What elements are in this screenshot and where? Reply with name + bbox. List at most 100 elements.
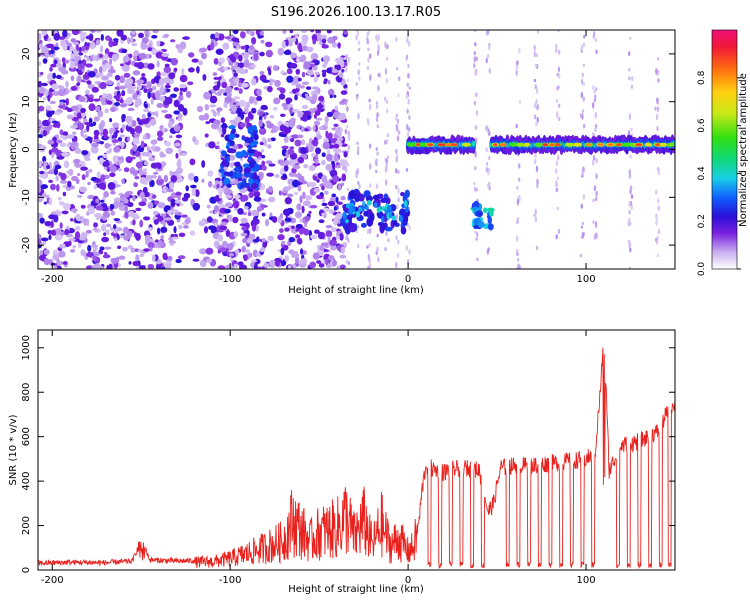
heatmap-cell [616,143,622,147]
heatmap-cell [110,190,116,195]
heatmap-cell [332,148,337,152]
heatmap-cell [206,258,213,264]
heatmap-cell [327,79,331,85]
heatmap-cell [256,95,263,102]
heatmap-cell [170,57,179,66]
heatmap-cell [274,173,280,179]
heatmap-cell [280,247,285,256]
heatmap-cell [472,206,479,211]
heatmap-cell [86,55,90,62]
heatmap-cell [116,30,124,37]
heatmap-cell [657,205,660,211]
y-tick-label: 600 [21,427,32,446]
heatmap-cell [230,148,237,154]
heatmap-cell [314,229,320,234]
heatmap-cell [298,228,304,235]
heatmap-cell [356,150,360,156]
heatmap-cell [213,205,220,213]
heatmap-cell [269,115,274,119]
heatmap-cell [233,96,241,100]
heatmap-cell [312,38,317,45]
heatmap-cell [655,189,658,195]
heatmap-cell [120,34,128,41]
heatmap-cell [65,98,69,106]
heatmap-cell [174,200,182,204]
heatmap-cell [324,115,329,123]
heatmap-cell [303,128,309,132]
heatmap-cell [182,36,190,40]
heatmap-cell [121,64,130,72]
heatmap-cell [98,66,103,74]
heatmap-cell [332,175,340,183]
heatmap-cell [174,142,181,147]
heatmap-cell [323,80,327,85]
heatmap-cell [52,120,59,124]
heatmap-cell [47,94,51,102]
heatmap-cell [40,184,49,190]
heatmap-cell [196,65,200,74]
heatmap-cell [216,145,220,150]
heatmap-cell [267,137,272,143]
heatmap-cell [347,162,350,167]
heatmap-cell [137,84,142,90]
heatmap-cell [164,113,173,119]
heatmap-cell [286,68,293,75]
heatmap-cell [59,142,67,147]
heatmap-cell [667,142,675,147]
heatmap-cell [261,160,266,167]
heatmap-cell [73,112,78,116]
heatmap-cell [198,114,206,121]
heatmap-cell [116,234,120,241]
heatmap-cell [296,55,300,64]
heatmap-cell [113,224,117,230]
heatmap-cell [245,30,250,34]
heatmap-cell [51,147,59,153]
heatmap-cell [56,265,62,269]
snr-x-ticks: -200 -100 0 100 [41,330,596,586]
heatmap-cell [323,190,329,195]
heatmap-cell [340,195,346,201]
heatmap-cell [246,237,253,244]
heatmap-cell [475,137,478,145]
heatmap-cell [292,75,301,83]
heatmap-cell [92,138,101,143]
heatmap-cell [160,235,165,240]
heatmap-cell [312,162,321,166]
heatmap-cell [93,263,101,269]
heatmap-cell [406,142,417,147]
heatmap-cell [364,205,369,211]
heatmap-cell [132,260,140,267]
heatmap-cell [278,93,286,100]
heatmap-cell [326,67,332,74]
heatmap-cell [249,113,254,120]
heatmap-cell [366,228,370,235]
heatmap-cell [367,119,370,126]
heatmap-cell [251,77,257,86]
heatmap-cell [323,138,330,143]
heatmap-cell [165,96,173,105]
heatmap-cell [395,235,398,241]
heatmap-cell [206,216,213,223]
heatmap-cell [341,173,347,182]
heatmap-cell [322,197,326,205]
heatmap-cell [54,233,63,241]
heatmap-cell [188,52,195,58]
heatmap-cell [289,52,297,59]
heatmap-cell [324,181,333,189]
snr-frame [37,329,676,571]
heatmap-cell [104,108,109,114]
heatmap-cell [283,106,289,111]
heatmap-cell [345,53,348,60]
heatmap-cell [238,62,244,69]
heatmap-cell [315,117,323,121]
heatmap-cell [268,185,273,193]
heatmap-cell [181,68,185,75]
x-tick-label: -200 [41,575,64,586]
heatmap-cell [150,111,158,116]
heatmap-cell [253,190,261,198]
heatmap-cell [339,159,346,167]
heatmap-cell [89,55,93,62]
heatmap-cell [534,158,537,165]
heatmap-cell [289,62,298,69]
